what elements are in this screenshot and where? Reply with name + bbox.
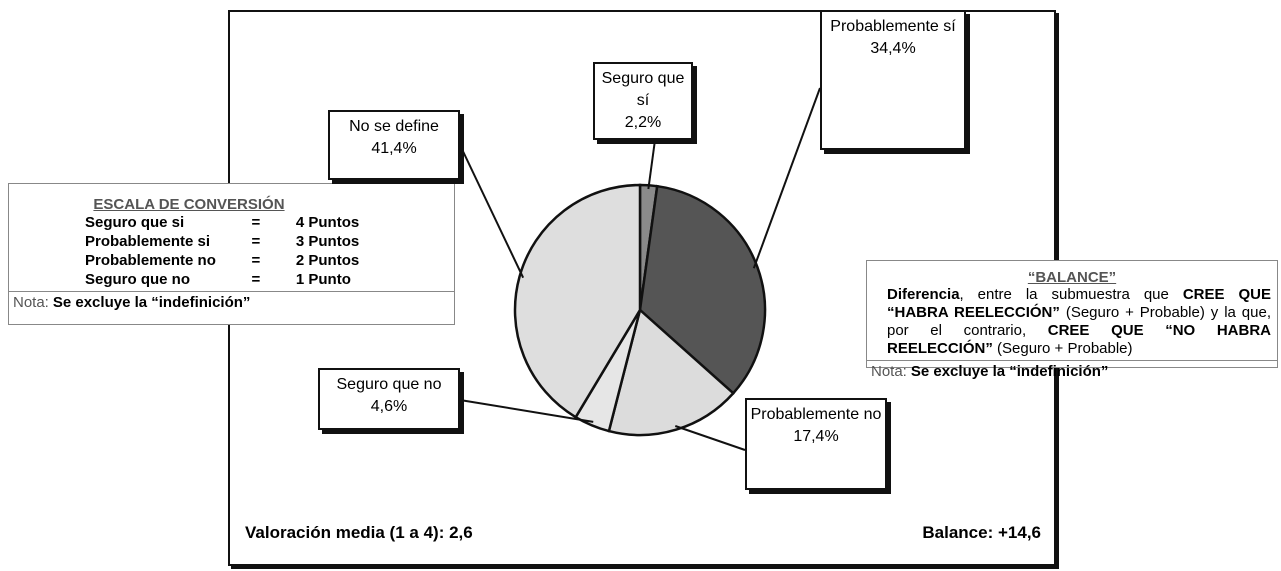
note-label: Nota: xyxy=(871,363,907,380)
value-label: 2,2% xyxy=(624,114,662,131)
pie-slice xyxy=(513,183,642,419)
callout-line xyxy=(459,144,525,279)
balance-text: (Seguro + Probable) xyxy=(992,340,1133,357)
scale-cell: = xyxy=(251,271,261,288)
scale-title: ESCALA DE CONVERSIÓN xyxy=(93,196,285,213)
balance-box: “BALANCE” Diferencia, entre la submuestr… xyxy=(866,260,1278,380)
conversion-scale-box: ESCALA DE CONVERSIÓN Seguro que si = 4 Pun… xyxy=(8,183,455,325)
scale-cell: Probablemente no xyxy=(85,252,216,269)
callout-label: Probablemente sí 34,4% xyxy=(820,10,966,150)
callout-label: No se define 41,4% xyxy=(328,110,460,180)
scale-cell: Seguro que no xyxy=(85,271,190,288)
scale-cell: = xyxy=(251,252,261,269)
scale-cell: = xyxy=(251,233,261,250)
note-text: Se excluye la “indefinición” xyxy=(52,294,251,311)
callout-label: Seguro que no 4,6% xyxy=(318,368,460,430)
balance-text: Diferencia xyxy=(887,286,960,303)
pie-slice xyxy=(607,307,736,437)
callout-line xyxy=(647,139,656,190)
callout-label: Probablemente no 17,4% xyxy=(745,398,887,490)
scale-row: Probablemente no = 2 Puntos xyxy=(85,251,369,270)
callout-line xyxy=(752,87,821,269)
category-label: Probablemente no xyxy=(750,406,882,423)
scale-cell: Probablemente si xyxy=(85,233,211,250)
footer-right: Balance: +14,6 xyxy=(922,523,1041,542)
category-label: Probablemente sí xyxy=(830,18,956,35)
scale-table: Seguro que si = 4 Puntos Probablemente si = 3… xyxy=(85,213,369,289)
scale-cell: 1 Punto xyxy=(295,271,351,288)
callout-line xyxy=(674,425,746,451)
callout-line xyxy=(459,399,594,423)
balance-text: , entre la submuestra que xyxy=(959,286,1183,303)
balance-text: (Seguro + Probable) y la que, por el con… xyxy=(887,304,1271,339)
scale-row: Seguro que si = 4 Puntos xyxy=(85,213,369,232)
category-label: No se define xyxy=(349,118,439,135)
note-text: Se excluye la “indefinición” xyxy=(910,363,1109,380)
balance-body: Diferencia, entre la submuestra que CREE… xyxy=(867,286,1277,358)
balance-text: CREE QUE “NO HABRA REELECCIÓN” xyxy=(887,322,1271,357)
callout-label: Seguro que sí 2,2% xyxy=(593,62,693,140)
value-label: 4,6% xyxy=(370,398,408,415)
scale-cell: 2 Puntos xyxy=(295,252,360,269)
balance-text: CREE QUE “HABRA REELECCIÓN” xyxy=(887,286,1271,321)
scale-cell: Seguro que si xyxy=(85,214,185,231)
value-label: 41,4% xyxy=(371,140,417,157)
scale-cell: 3 Puntos xyxy=(295,233,360,250)
pie-slice xyxy=(638,184,767,396)
scale-note: Nota: Se excluye la “indefinición” xyxy=(9,291,454,313)
scale-row: Probablemente si = 3 Puntos xyxy=(85,232,369,251)
scale-cell: = xyxy=(251,214,261,231)
footer-left: Valoración media (1 a 4): 2,6 xyxy=(245,523,473,542)
scale-cell: 4 Puntos xyxy=(295,214,360,231)
scale-row: Seguro que no = 1 Punto xyxy=(85,270,369,289)
value-label: 34,4% xyxy=(870,40,916,57)
category-label: Seguro que sí xyxy=(601,70,685,109)
value-label: 17,4% xyxy=(793,428,839,445)
balance-note: Nota: Se excluye la “indefinición” xyxy=(867,360,1277,382)
category-label: Seguro que no xyxy=(336,376,442,393)
balance-title: “BALANCE” xyxy=(1027,269,1117,286)
note-label: Nota: xyxy=(13,294,49,311)
